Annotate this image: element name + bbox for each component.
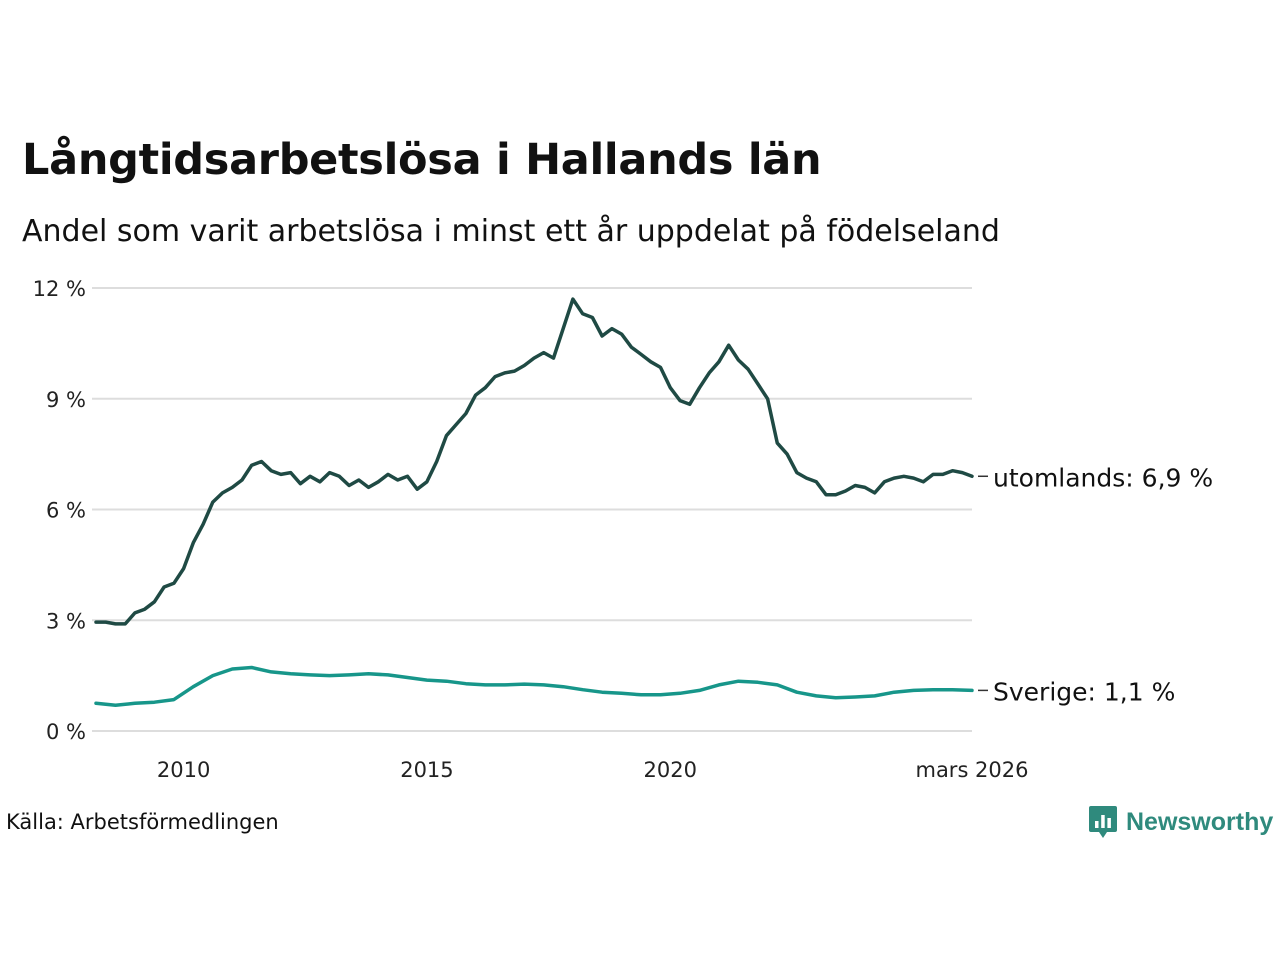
end-label-utomlands: utomlands: 6,9 % (993, 463, 1213, 492)
x-tick-label: 2010 (157, 758, 210, 782)
x-tick-label: 2020 (644, 758, 697, 782)
grid-lines (92, 287, 972, 732)
chart-subtitle: Andel som varit arbetslösa i minst ett å… (22, 214, 1000, 249)
y-tick-label: 3 % (46, 609, 86, 633)
y-tick-label: 9 % (46, 388, 86, 412)
y-axis-tick-labels: 0 % 3 % 6 % 9 % 12 % (33, 277, 86, 744)
brand-name: Newsworthy (1126, 807, 1274, 836)
series-end-labels: utomlands: 6,9 % Sverige: 1,1 % (978, 463, 1213, 706)
brand-logo: Newsworthy (1088, 804, 1273, 840)
y-tick-label: 0 % (46, 720, 86, 744)
end-label-sverige: Sverige: 1,1 % (993, 677, 1175, 706)
series-line-sverige (94, 665, 974, 707)
x-axis-tick-labels: 2010 2015 2020 mars 2026 (157, 758, 1029, 782)
source-note: Källa: Arbetsförmedlingen (6, 810, 279, 834)
chart-title: Långtidsarbetslösa i Hallands län (22, 135, 822, 185)
series-line-utomlands (94, 297, 974, 626)
series-lines (94, 297, 974, 707)
bar-chart-speech-bubble-icon (1089, 806, 1117, 838)
x-tick-label: 2015 (400, 758, 453, 782)
y-tick-label: 12 % (33, 277, 86, 301)
x-tick-label: mars 2026 (915, 758, 1028, 782)
y-tick-label: 6 % (46, 499, 86, 523)
